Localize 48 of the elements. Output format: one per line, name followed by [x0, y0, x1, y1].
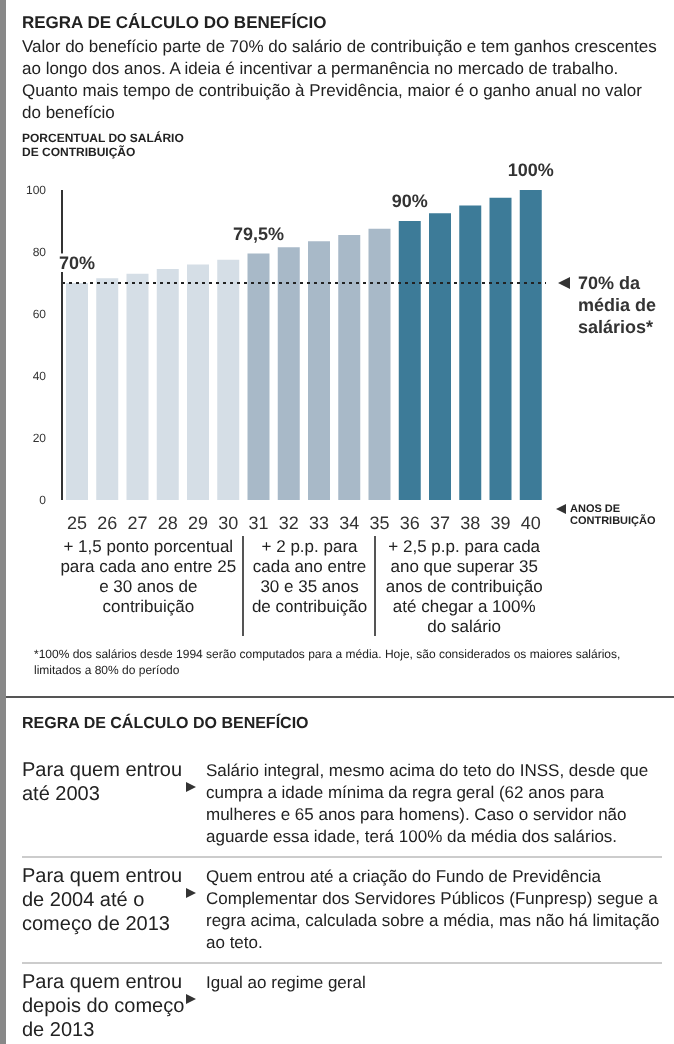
- bar: [126, 273, 149, 500]
- bar: [489, 197, 512, 500]
- bar: [277, 247, 300, 500]
- bar: [96, 278, 119, 500]
- chart-subtitle: Valor do benefício parte de 70% do salário de contribuição e tem ganhos crescentes ao longo dos anos. A ideia é incentivar a permanência no mercado de trabalho. Quanto mais tempo de contribuição à Previdência, maior é o ganho anual no valor do benefício: [22, 36, 659, 124]
- data-label: 90%: [391, 191, 428, 211]
- bar: [368, 228, 391, 500]
- text: Igual ao regime geral: [206, 972, 368, 996]
- x-tick-label: 31: [248, 512, 269, 533]
- ref-line-label: 70% da média de salários*: [578, 273, 657, 337]
- bar: [519, 190, 542, 500]
- bar: [66, 283, 88, 500]
- x-tick-label: 27: [127, 512, 148, 533]
- chart-title: REGRA DE CÁLCULO DO BENEFÍCIO: [22, 12, 329, 32]
- x-tick-label: 39: [490, 512, 511, 533]
- x-tick-label: 25: [67, 512, 88, 533]
- text: Para quem entrou depois do começo de 2013: [22, 972, 186, 1044]
- bar: [398, 221, 421, 500]
- x-tick-label: 40: [520, 512, 541, 533]
- bar: [338, 234, 361, 500]
- text: Quem entrou até a criação do Fundo de Previdência Complementar dos Servidores Públicos (Funpresp) segue a regra acima, calculada sobre a média, mas não há limitação ao teto.: [206, 866, 662, 954]
- x-tick-label: 32: [278, 512, 299, 533]
- x-tick-label: 26: [97, 512, 118, 533]
- bar: [187, 264, 209, 500]
- bar: [156, 269, 179, 500]
- x-tick-label: 37: [430, 512, 451, 533]
- x-tick-label: 28: [157, 512, 178, 533]
- bar: [217, 259, 240, 500]
- bar: [429, 213, 451, 500]
- text: Para quem entrou até 2003: [22, 760, 185, 810]
- bar: [308, 241, 330, 500]
- x-tick-label: 34: [339, 512, 360, 533]
- x-tick-label: 36: [399, 512, 420, 533]
- text: + 2,5 p.p. para cada ano que superar 35 anos de contribuição até chegar a 100% do salário: [374, 536, 552, 636]
- bar: [247, 253, 270, 500]
- x-tick-label: 30: [218, 512, 239, 533]
- text: Para quem entrou de 2004 até o começo de 2013: [22, 866, 185, 940]
- bar: [459, 205, 482, 500]
- text: + 1,5 ponto porcentual para cada ano entre 25 e 30 anos de contribuição: [58, 536, 239, 620]
- text: + 2 p.p. para cada ano entre 30 e 35 anos de contribuição: [242, 536, 375, 636]
- text: REGRA DE CÁLCULO DO BENEFÍCIO: [22, 714, 311, 732]
- x-tick-label: 33: [309, 512, 330, 533]
- data-label: 100%: [507, 160, 554, 180]
- data-label: 79,5%: [232, 223, 285, 244]
- x-tick-label: 38: [460, 512, 481, 533]
- x-tick-label: 29: [188, 512, 209, 533]
- x-tick-label: 35: [369, 512, 390, 533]
- text: Salário integral, mesmo acima do teto do INSS, desde que cumpra a idade mínima da regra geral (62 anos para mulheres e 65 anos para homens). Caso o servidor não aguarde essa idade, terá 100% da média dos salários.: [206, 760, 651, 848]
